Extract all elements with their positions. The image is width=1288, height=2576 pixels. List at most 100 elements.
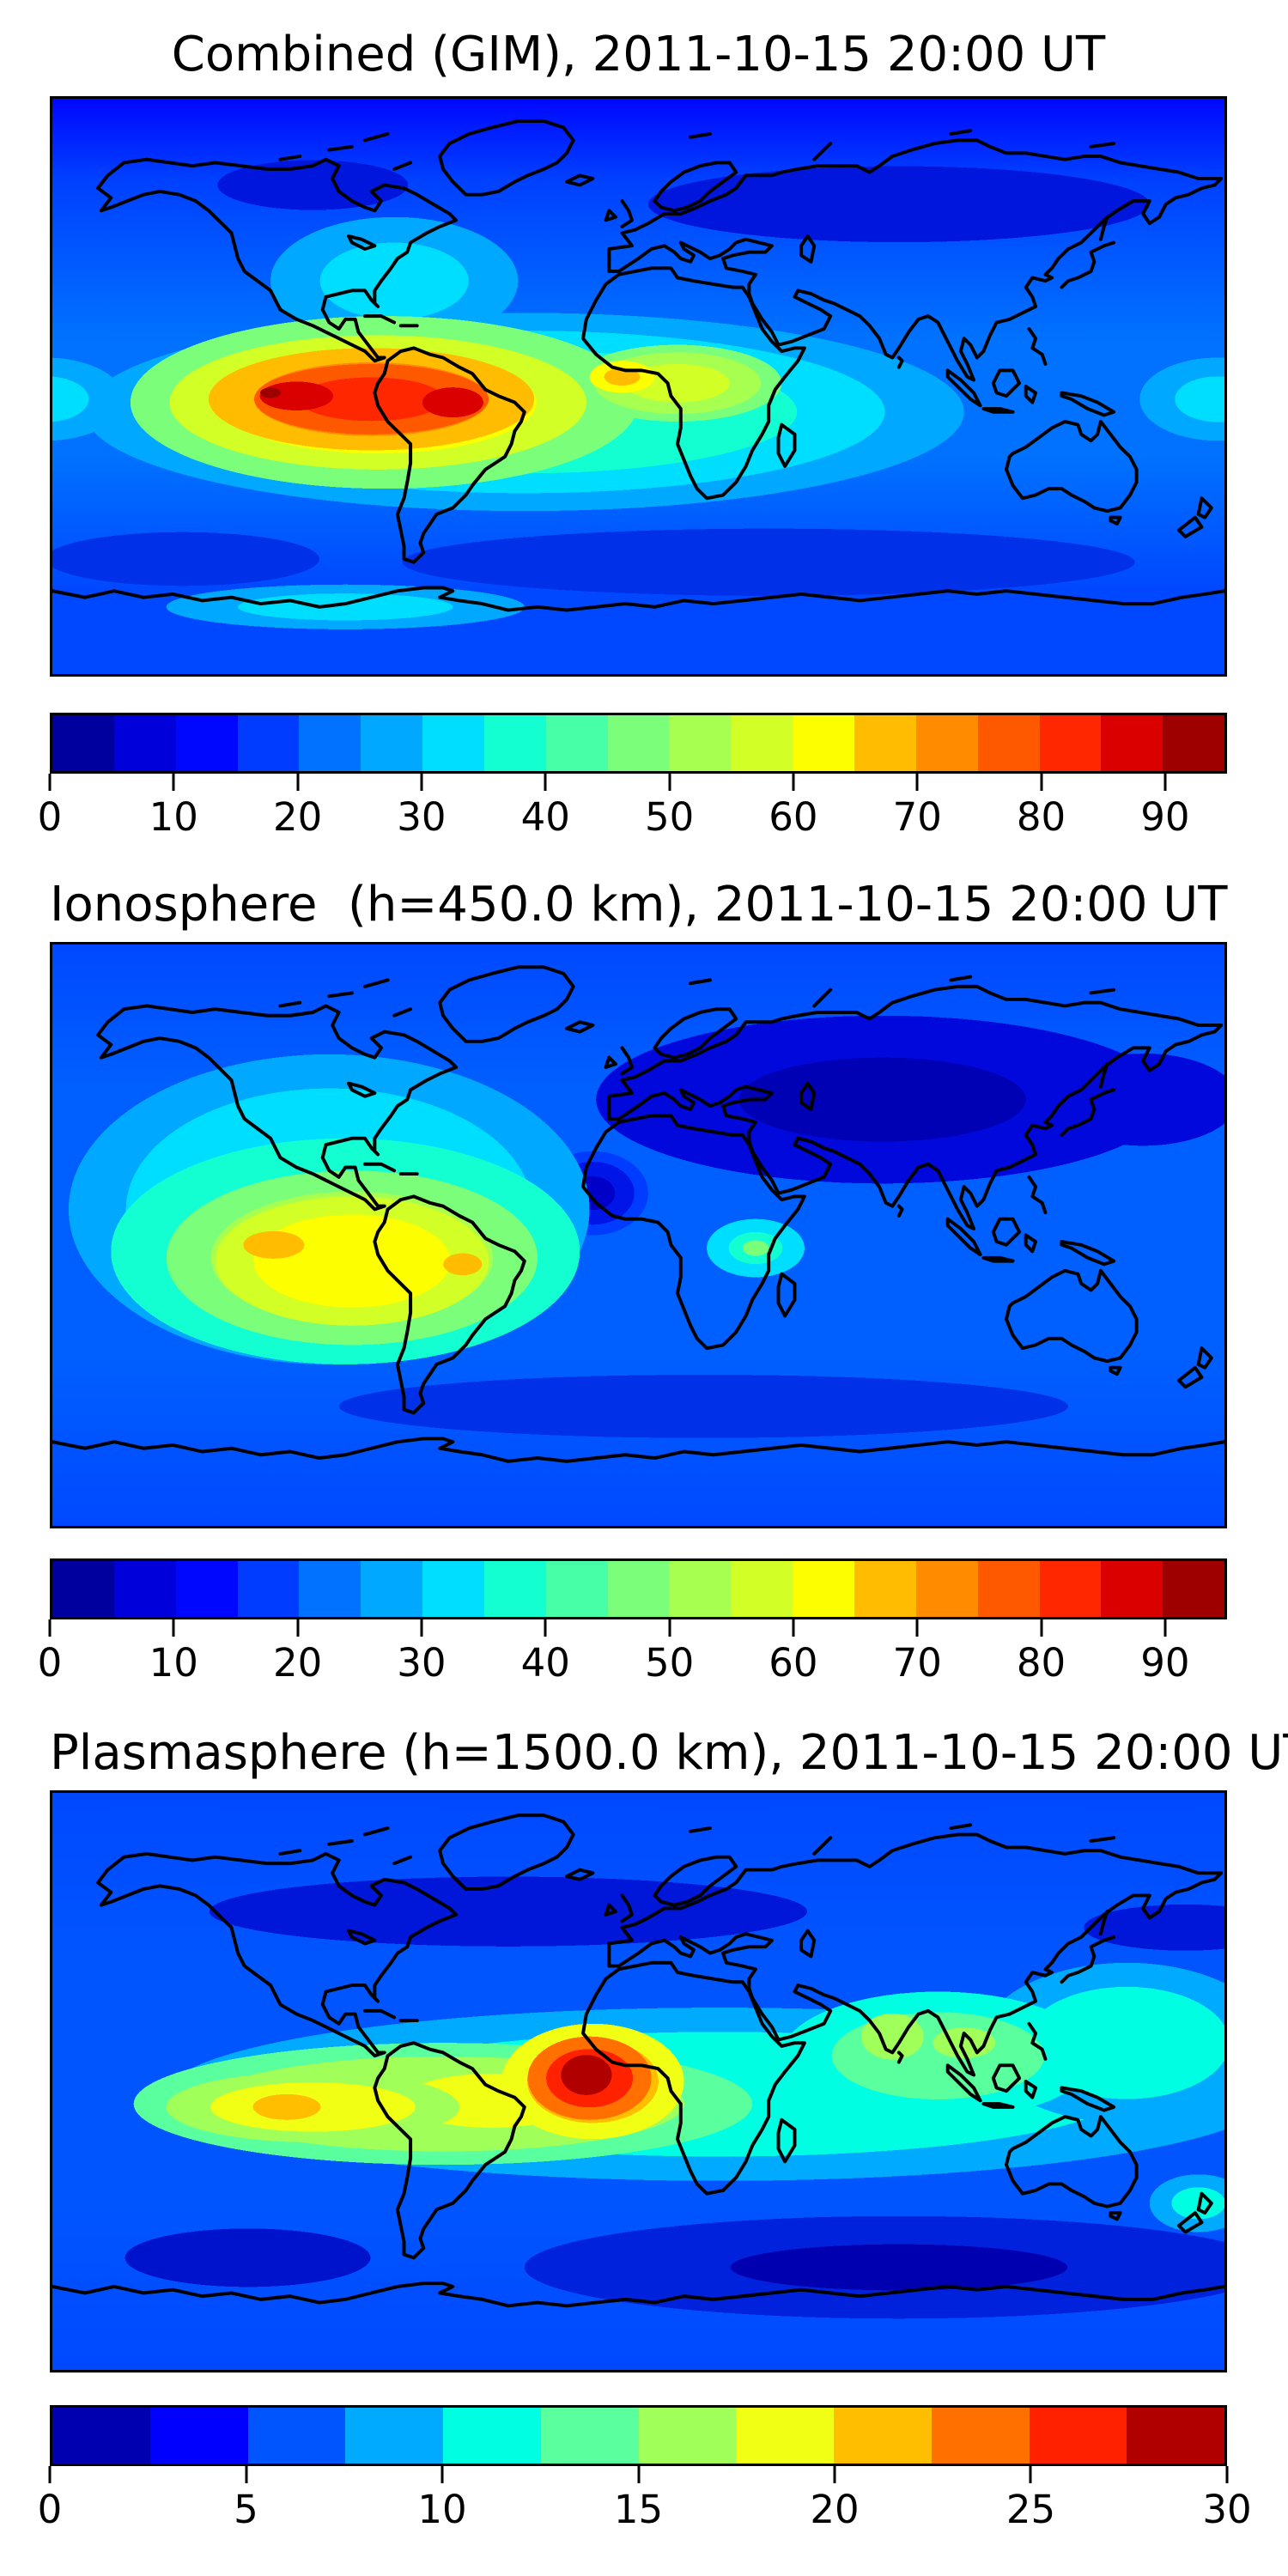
colorbar-tick-mark bbox=[792, 1619, 795, 1637]
colorbar-tick-mark bbox=[296, 774, 300, 791]
colorbar-segment bbox=[361, 1561, 423, 1617]
colorbar-tick-mark bbox=[1163, 1619, 1167, 1637]
colorbar-segment bbox=[345, 2408, 443, 2464]
colorbar-segment bbox=[237, 1561, 300, 1617]
colorbar-segment bbox=[854, 715, 916, 771]
colorbar-segment bbox=[793, 1561, 854, 1617]
colorbar-tick-label: 20 bbox=[810, 2487, 860, 2532]
colorbar-tick-mark bbox=[48, 2466, 52, 2483]
colorbar-segment bbox=[483, 1561, 546, 1617]
colorbar-segment bbox=[607, 715, 670, 771]
colorbar-tick-label: 90 bbox=[1140, 1640, 1190, 1686]
colorbar-tick-mark bbox=[48, 1619, 52, 1637]
colorbar-tick-mark bbox=[792, 774, 795, 791]
colorbar-segment bbox=[545, 715, 608, 771]
colorbar-tick-mark bbox=[637, 2466, 640, 2483]
colorbar-tick-mark bbox=[1029, 2466, 1032, 2483]
colorbar-tick-mark bbox=[1040, 774, 1043, 791]
colorbar-tick-mark bbox=[172, 774, 175, 791]
colorbar-tick-label: 90 bbox=[1140, 794, 1190, 840]
colorbar-segment bbox=[149, 2408, 248, 2464]
panel-title-combined: Combined (GIM), 2011-10-15 20:00 UT bbox=[171, 27, 1106, 82]
colorbar-ticks-plasmasphere: 0 5 10 15 20 25 30 bbox=[38, 2466, 1252, 2561]
colorbar-tick-label: 50 bbox=[644, 794, 695, 840]
colorbar-segment bbox=[736, 2408, 834, 2464]
colorbar-segment bbox=[113, 1561, 176, 1617]
colorbar-tick-mark bbox=[544, 774, 547, 791]
colorbar-ticks-combined: 0 10 20 30 40 50 60 70 80 90 bbox=[38, 774, 1227, 868]
map-ionosphere bbox=[50, 942, 1227, 1528]
colorbar-tick-mark bbox=[1163, 774, 1167, 791]
colorbar-tick-label: 80 bbox=[1016, 794, 1066, 840]
colorbar-segment bbox=[540, 2408, 639, 2464]
colorbar-segment bbox=[113, 715, 176, 771]
colorbar-segment bbox=[422, 1561, 484, 1617]
colorbar-tick-mark bbox=[544, 1619, 547, 1637]
colorbar-segment bbox=[1039, 715, 1102, 771]
colorbar-tick-label: 0 bbox=[37, 794, 63, 840]
colorbar-segment bbox=[545, 1561, 608, 1617]
colorbar-tick-label: 80 bbox=[1016, 1640, 1066, 1686]
colorbar-tick-mark bbox=[440, 2466, 444, 2483]
colorbar-tick-label: 15 bbox=[613, 2487, 664, 2532]
colorbar-tick-mark bbox=[915, 774, 919, 791]
colorbar-segment bbox=[175, 715, 238, 771]
colorbar-segments bbox=[52, 2408, 1224, 2464]
colorbar-segment bbox=[638, 2408, 737, 2464]
colorbar-tick-label: 40 bbox=[520, 1640, 570, 1686]
colorbar-tick-mark bbox=[1225, 2466, 1229, 2483]
colorbar-segment bbox=[977, 1561, 1040, 1617]
colorbar-tick-label: 70 bbox=[892, 1640, 942, 1686]
colorbar-tick-label: 40 bbox=[520, 794, 570, 840]
colorbar-tick-mark bbox=[1040, 1619, 1043, 1637]
colorbar-tick-label: 25 bbox=[1005, 2487, 1056, 2532]
colorbar-segment bbox=[793, 715, 854, 771]
colorbar-tick-mark bbox=[668, 774, 671, 791]
colorbar-segment bbox=[834, 2408, 932, 2464]
colorbar-tick-mark bbox=[48, 774, 52, 791]
colorbar-tick-label: 5 bbox=[234, 2487, 258, 2532]
colorbar-tick-label: 10 bbox=[149, 794, 198, 840]
colorbar-segments bbox=[52, 1561, 1225, 1617]
colorbar-segments bbox=[52, 715, 1225, 771]
colorbar-tick-mark bbox=[915, 1619, 919, 1637]
colorbar-segment bbox=[854, 1561, 916, 1617]
world-coastlines-overlay bbox=[52, 119, 1224, 612]
colorbar-plasmasphere bbox=[50, 2405, 1227, 2466]
world-coastlines-overlay bbox=[52, 1814, 1224, 2308]
colorbar-tick-mark bbox=[245, 2466, 247, 2483]
colorbar-tick-mark bbox=[668, 1619, 671, 1637]
colorbar-segment bbox=[1127, 2408, 1224, 2464]
colorbar-tick-label: 50 bbox=[644, 1640, 695, 1686]
colorbar-segment bbox=[1029, 2408, 1127, 2464]
map-plasmasphere bbox=[50, 1790, 1227, 2372]
colorbar-tick-label: 30 bbox=[1202, 2487, 1252, 2532]
colorbar-tick-mark bbox=[833, 2466, 836, 2483]
colorbar-segment bbox=[175, 1561, 238, 1617]
panel-title-ionosphere: Ionosphere (h=450.0 km), 2011-10-15 20:0… bbox=[50, 877, 1228, 933]
colorbar-segment bbox=[607, 1561, 670, 1617]
colorbar-tick-mark bbox=[420, 1619, 423, 1637]
colorbar-ionosphere bbox=[50, 1558, 1227, 1619]
colorbar-tick-label: 70 bbox=[892, 794, 942, 840]
colorbar-segment bbox=[977, 715, 1040, 771]
colorbar-tick-label: 20 bbox=[272, 794, 323, 840]
colorbar-tick-label: 60 bbox=[769, 794, 818, 840]
colorbar-segment bbox=[443, 2408, 541, 2464]
colorbar-segment bbox=[1163, 715, 1225, 771]
colorbar-tick-label: 0 bbox=[37, 1640, 63, 1686]
colorbar-tick-label: 60 bbox=[769, 1640, 818, 1686]
colorbar-segment bbox=[52, 715, 114, 771]
colorbar-segment bbox=[1101, 715, 1163, 771]
colorbar-tick-label: 0 bbox=[37, 2487, 63, 2532]
colorbar-segment bbox=[1039, 1561, 1102, 1617]
colorbar-tick-label: 10 bbox=[149, 1640, 198, 1686]
colorbar-segment bbox=[669, 1561, 732, 1617]
colorbar-segment bbox=[247, 2408, 346, 2464]
colorbar-segment bbox=[669, 715, 732, 771]
colorbar-combined bbox=[50, 713, 1227, 774]
colorbar-tick-mark bbox=[172, 1619, 175, 1637]
colorbar-segment bbox=[52, 1561, 114, 1617]
map-combined bbox=[50, 96, 1227, 677]
colorbar-segment bbox=[1163, 1561, 1225, 1617]
